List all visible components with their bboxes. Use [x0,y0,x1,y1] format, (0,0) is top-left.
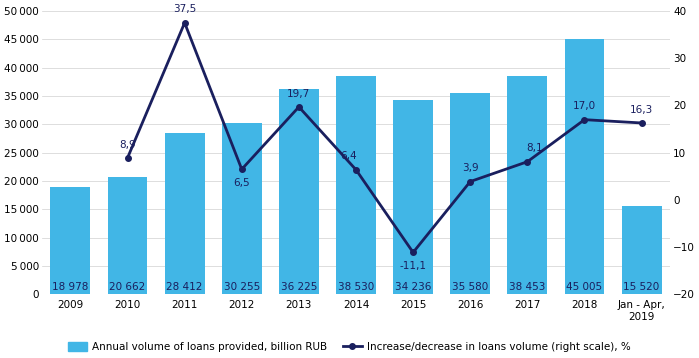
Text: 17,0: 17,0 [573,101,596,111]
Text: 38 530: 38 530 [338,282,374,292]
Text: 30 255: 30 255 [224,282,260,292]
Bar [222,123,261,295]
Text: 16,3: 16,3 [630,105,654,115]
Bar [279,89,319,295]
Text: 37,5: 37,5 [173,5,196,14]
Bar [393,100,433,295]
Bar [450,93,490,295]
Text: 3,9: 3,9 [462,163,479,173]
Text: 8,9: 8,9 [120,140,136,150]
Text: 20 662: 20 662 [109,282,145,292]
Bar [108,177,147,295]
Text: 38 453: 38 453 [509,282,545,292]
Text: 35 580: 35 580 [452,282,489,292]
Text: 45 005: 45 005 [566,282,603,292]
Text: 36 225: 36 225 [281,282,317,292]
Legend: Annual volume of loans provided, billion RUB, Increase/decrease in loans volume : Annual volume of loans provided, billion… [64,338,635,356]
Text: 6,4: 6,4 [340,151,357,161]
Text: 6,5: 6,5 [233,178,250,188]
Text: -11,1: -11,1 [400,261,426,271]
Text: 15 520: 15 520 [624,282,660,292]
Bar [565,39,605,295]
Text: 8,1: 8,1 [526,143,542,153]
Bar [507,77,547,295]
Text: 19,7: 19,7 [287,88,310,98]
Bar [336,76,376,295]
Text: 28 412: 28 412 [166,282,203,292]
Bar [621,207,662,295]
Text: 34 236: 34 236 [395,282,431,292]
Bar [50,187,90,295]
Text: 18 978: 18 978 [52,282,89,292]
Bar [165,134,205,295]
